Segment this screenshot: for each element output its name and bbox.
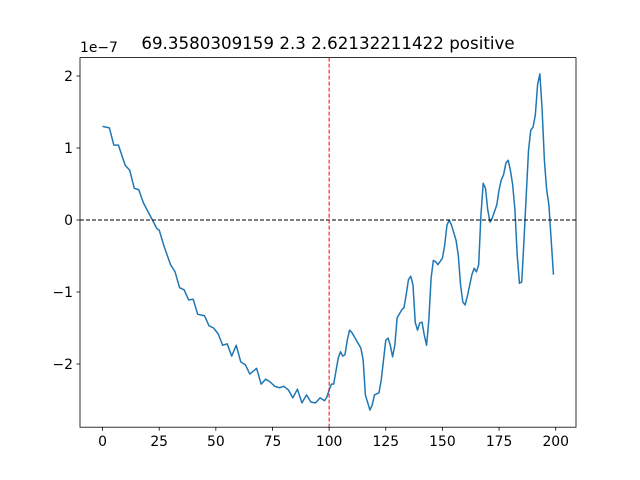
axes-frame [79,57,577,428]
chart-title: 69.3580309159 2.3 2.62132211422 positive [141,33,514,53]
plot-area [80,57,576,428]
y-tick-label: 0 [64,213,73,229]
x-tick-label: 25 [150,434,168,450]
x-tick-label: 125 [373,434,400,450]
data-line [102,73,555,411]
y-tick-label: −1 [53,285,73,301]
x-tick-label: 175 [486,434,513,450]
y-offset-label: 1e−7 [80,40,118,56]
x-tick-label: 100 [316,434,343,450]
y-tick-label: −2 [53,357,73,373]
x-tick-label: 200 [542,434,569,450]
x-tick-label: 50 [207,434,225,450]
x-tick-label: 150 [429,434,456,450]
y-tick-label: 2 [64,69,73,85]
x-tick-label: 0 [98,434,107,450]
x-tick-label: 75 [264,434,282,450]
y-tick-label: 1 [64,141,73,157]
